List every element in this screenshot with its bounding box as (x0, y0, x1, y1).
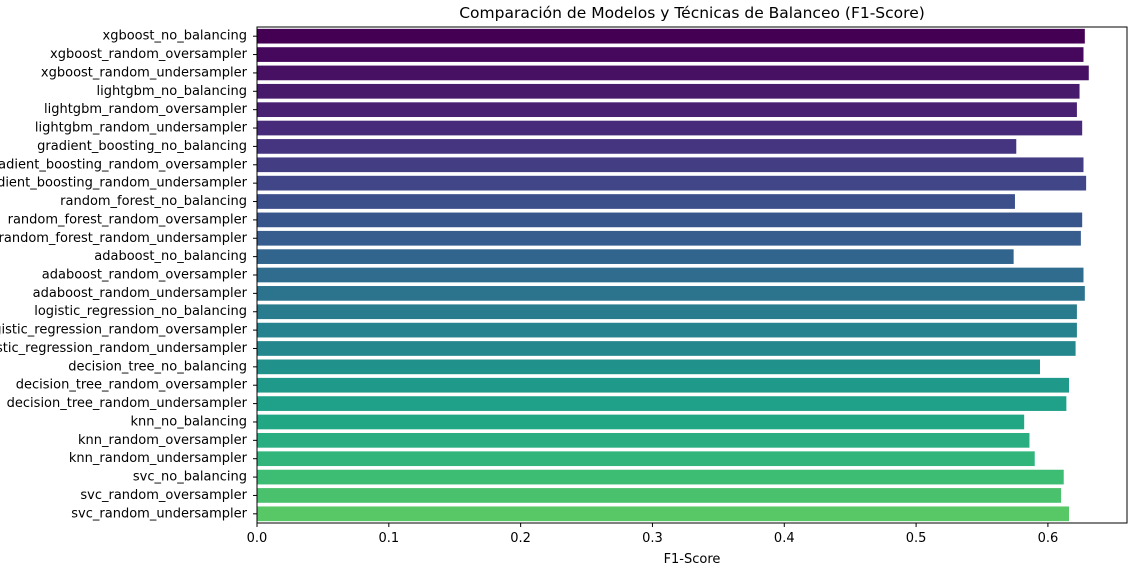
bar-svc_no_balancing (257, 469, 1064, 485)
y-tick-label: decision_tree_random_undersampler (7, 396, 248, 411)
y-tick-label: logistic_regression_no_balancing (34, 304, 247, 319)
bar-gradient_boosting_random_oversampler (257, 157, 1084, 173)
x-axis: 0.0 0.1 0.2 0.3 0.4 0.5 0.6 (247, 523, 1059, 546)
x-tick-label: 0.0 (247, 531, 268, 546)
y-tick-label: knn_random_oversampler (78, 433, 248, 448)
y-tick-label: logistic_regression_random_undersampler (0, 341, 248, 356)
y-tick-label: svc_random_undersampler (71, 506, 247, 521)
bar-decision_tree_no_balancing (257, 359, 1040, 375)
plot-frame (256, 26, 1128, 524)
bar-xgboost_random_undersampler (257, 65, 1089, 81)
bar-decision_tree_random_oversampler (257, 377, 1069, 393)
y-tick-label: knn_no_balancing (131, 414, 248, 429)
bar-knn_random_undersampler (257, 451, 1035, 467)
bar-adaboost_random_oversampler (257, 267, 1084, 283)
y-tick-label: adaboost_random_undersampler (33, 286, 248, 301)
x-axis-label: F1-Score (664, 552, 721, 564)
y-tick-label: adaboost_random_oversampler (42, 268, 248, 283)
bar-svc_random_undersampler (257, 506, 1069, 522)
bar-xgboost_no_balancing (257, 28, 1085, 44)
bar-xgboost_random_oversampler (257, 47, 1084, 62)
y-tick-labels: xgboost_no_balancing xgboost_random_overs… (0, 29, 257, 521)
y-tick-label: lightgbm_no_balancing (97, 84, 247, 99)
bar-logistic_regression_no_balancing (257, 304, 1077, 320)
y-tick-label: lightgbm_random_oversampler (44, 102, 248, 117)
x-tick-label: 0.4 (774, 531, 795, 546)
x-tick-label: 0.1 (378, 531, 399, 546)
y-tick-label: decision_tree_no_balancing (68, 359, 247, 374)
bar-random_forest_random_undersampler (257, 230, 1081, 246)
y-tick-label: random_forest_random_oversampler (8, 212, 248, 227)
y-tick-label: gradient_boosting_random_undersampler (0, 176, 248, 191)
bar-adaboost_no_balancing (257, 249, 1014, 264)
x-tick-label: 0.6 (1038, 531, 1059, 546)
chart-title: Comparación de Modelos y Técnicas de Bal… (459, 4, 925, 22)
bar-random_forest_no_balancing (257, 194, 1015, 209)
y-tick-label: svc_no_balancing (133, 470, 247, 485)
x-tick-label: 0.2 (510, 531, 531, 546)
bar-logistic_regression_random_undersampler (257, 341, 1076, 356)
bar-svc_random_oversampler (257, 488, 1062, 503)
bar-decision_tree_random_undersampler (257, 396, 1067, 411)
bar-gradient_boosting_no_balancing (257, 139, 1017, 154)
x-tick-label: 0.3 (642, 531, 663, 546)
y-tick-label: decision_tree_random_oversampler (16, 378, 248, 393)
bar-knn_random_oversampler (257, 432, 1030, 448)
y-tick-label: gradient_boosting_random_oversampler (0, 157, 248, 172)
x-tick-label: 0.5 (906, 531, 927, 546)
bar-lightgbm_random_oversampler (257, 102, 1077, 118)
y-tick-label: xgboost_no_balancing (103, 29, 247, 44)
y-tick-label: gradient_boosting_no_balancing (37, 139, 247, 154)
y-tick-label: logistic_regression_random_oversampler (0, 323, 248, 338)
bar-knn_no_balancing (257, 414, 1025, 430)
bar-lightgbm_random_undersampler (257, 120, 1083, 136)
bar-gradient_boosting_random_undersampler (257, 175, 1087, 191)
y-tick-label: knn_random_undersampler (69, 451, 248, 466)
bar-random_forest_random_oversampler (257, 212, 1083, 228)
bar-adaboost_random_undersampler (257, 286, 1085, 301)
bar-lightgbm_no_balancing (257, 83, 1080, 99)
bars-group (257, 28, 1089, 522)
axes-frame (256, 26, 1128, 524)
y-tick-label: adaboost_no_balancing (94, 249, 247, 264)
y-tick-label: random_forest_random_undersampler (0, 231, 248, 246)
y-tick-label: random_forest_no_balancing (60, 194, 247, 209)
y-tick-label: lightgbm_random_undersampler (35, 121, 248, 136)
bar-logistic_regression_random_oversampler (257, 322, 1077, 338)
y-tick-label: xgboost_random_oversampler (50, 47, 248, 62)
y-tick-label: svc_random_oversampler (80, 488, 247, 503)
y-tick-label: xgboost_random_undersampler (41, 65, 248, 80)
